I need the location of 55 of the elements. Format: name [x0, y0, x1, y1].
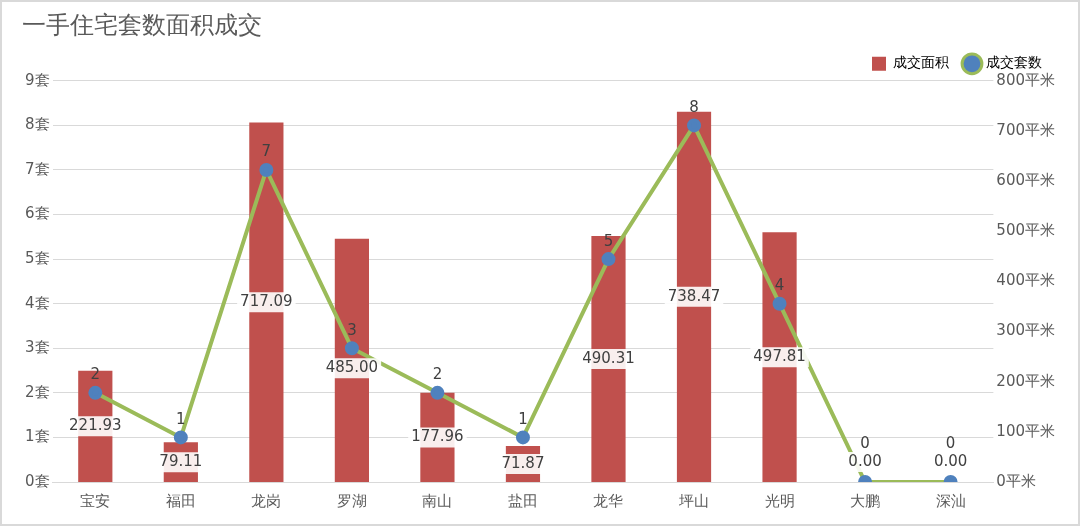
y2-tick-label: 200平米 — [996, 371, 1056, 390]
x-tick-label: 盐田 — [507, 491, 538, 510]
y2-tick-label: 800平米 — [996, 70, 1056, 89]
x-tick-label: 深汕 — [935, 491, 966, 510]
y2-tick-label: 400平米 — [996, 271, 1056, 290]
y2-tick-label: 300平米 — [996, 321, 1056, 340]
data-label: 738.47 — [667, 286, 721, 305]
y2-tick-label: 700平米 — [996, 120, 1056, 139]
x-tick-label: 福田 — [165, 491, 196, 510]
data-label: 221.93 — [69, 416, 122, 435]
y2-tick-label: 500平米 — [996, 221, 1056, 240]
data-label: 485.00 — [325, 358, 379, 377]
x-tick-label: 光明 — [764, 491, 795, 510]
x-tick-label: 罗湖 — [336, 491, 367, 510]
data-label: 1 — [518, 409, 528, 428]
y-tick-label: 6套 — [25, 204, 50, 223]
y2-tick-label: 600平米 — [996, 170, 1056, 189]
y-tick-label: 7套 — [25, 159, 50, 178]
data-label: 0 — [860, 434, 870, 453]
data-label: 2 — [90, 365, 101, 384]
y-tick-label: 9套 — [25, 70, 50, 89]
x-tick-label: 宝安 — [80, 491, 111, 510]
legend-label: 成交面积 — [893, 54, 949, 71]
data-label: 177.96 — [411, 427, 464, 446]
data-label: 2 — [432, 365, 443, 384]
data-label: 490.31 — [582, 348, 635, 367]
x-tick-label: 龙华 — [593, 491, 624, 510]
data-label: 0.00 — [848, 451, 882, 470]
y2-tick-label: 100平米 — [996, 421, 1056, 440]
y-tick-label: 5套 — [25, 249, 50, 267]
x-tick-label: 龙岗 — [251, 491, 282, 510]
y-tick-label: 1套 — [25, 427, 50, 446]
data-label: 1 — [176, 409, 186, 428]
data-label: 79.11 — [159, 452, 203, 471]
legend-label: 成交套数 — [986, 54, 1042, 71]
y-tick-label: 3套 — [25, 338, 50, 357]
y-tick-label: 8套 — [25, 115, 50, 134]
data-label: 3 — [347, 320, 357, 339]
chart-title: 一手住宅套数面积成交 — [22, 10, 262, 39]
y2-tick-label: 0平米 — [996, 471, 1036, 490]
x-tick-label: 坪山 — [678, 491, 710, 510]
data-label: 0.00 — [933, 451, 968, 470]
x-tick-label: 南山 — [422, 491, 453, 510]
data-label: 717.09 — [240, 292, 293, 311]
data-label: 5 — [603, 231, 614, 250]
data-label: 71.87 — [501, 453, 545, 472]
data-label: 497.81 — [753, 347, 806, 366]
data-label: 7 — [261, 142, 272, 161]
x-tick-label: 大鹏 — [850, 491, 881, 510]
data-label: 8 — [689, 97, 699, 116]
data-label: 4 — [774, 276, 785, 295]
data-label: 0 — [945, 434, 956, 453]
y-tick-label: 0套 — [25, 471, 50, 490]
y-tick-label: 2套 — [25, 382, 50, 401]
y-tick-label: 4套 — [25, 293, 50, 312]
